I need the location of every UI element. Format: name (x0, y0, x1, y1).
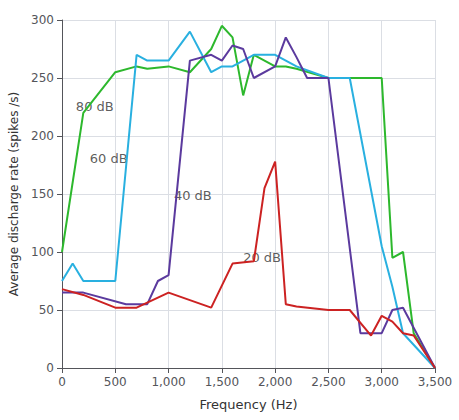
svg-text:250: 250 (31, 71, 54, 85)
svg-text:60 dB: 60 dB (90, 151, 128, 166)
svg-text:50: 50 (39, 303, 54, 317)
svg-text:0: 0 (46, 361, 54, 375)
svg-text:1,000: 1,000 (151, 375, 185, 389)
svg-text:2,500: 2,500 (311, 375, 345, 389)
svg-text:40 dB: 40 dB (174, 188, 212, 203)
svg-text:Average discharge rate (spikes: Average discharge rate (spikes /s) (7, 92, 21, 296)
svg-text:300: 300 (31, 13, 54, 27)
svg-text:200: 200 (31, 129, 54, 143)
svg-text:0: 0 (58, 375, 66, 389)
svg-text:20 dB: 20 dB (243, 249, 281, 265)
svg-text:3,000: 3,000 (365, 375, 399, 389)
svg-text:1,500: 1,500 (205, 375, 239, 389)
svg-text:500: 500 (104, 375, 127, 389)
svg-text:150: 150 (31, 187, 54, 201)
svg-text:Frequency (Hz): Frequency (Hz) (199, 397, 297, 412)
svg-text:2,000: 2,000 (258, 375, 292, 389)
svg-text:80 dB: 80 dB (76, 99, 114, 114)
svg-text:100: 100 (31, 245, 54, 259)
svg-text:3,500: 3,500 (418, 375, 452, 389)
